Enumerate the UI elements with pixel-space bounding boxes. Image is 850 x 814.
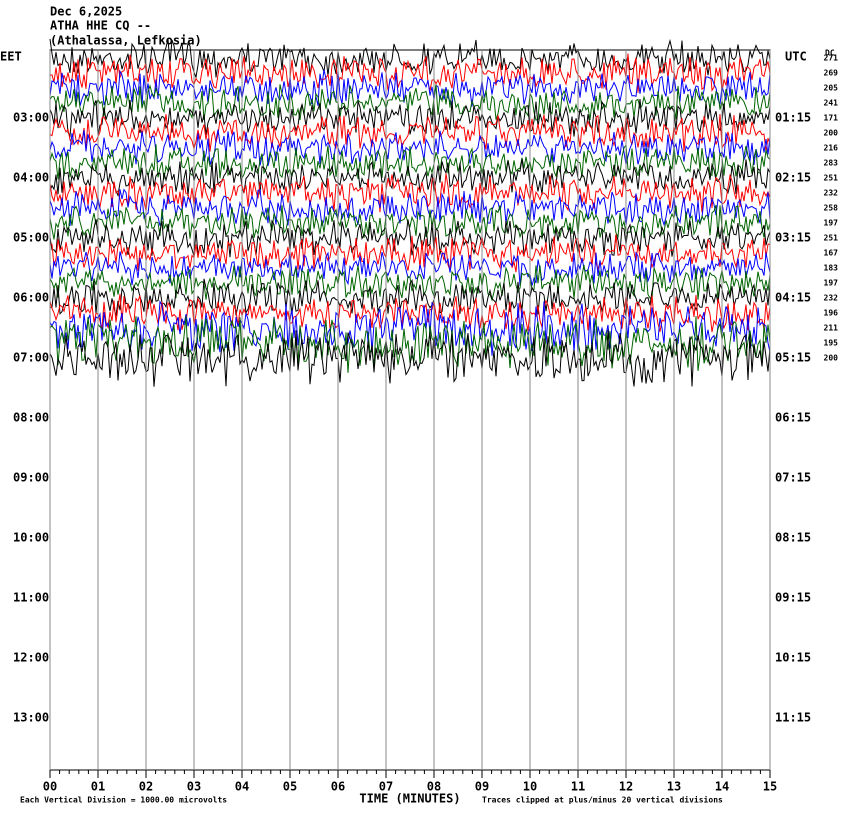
- right-time-label: 03:15: [775, 231, 811, 245]
- left-time-label: 06:00: [13, 291, 49, 305]
- right-time-label: 10:15: [775, 651, 811, 665]
- title-line: Dec 6,2025: [50, 5, 122, 19]
- dc-value: 232: [824, 189, 839, 198]
- dc-value: 271: [824, 54, 839, 63]
- left-time-label: 09:00: [13, 471, 49, 485]
- right-time-label: 11:15: [775, 711, 811, 725]
- right-axis-label: UTC: [785, 50, 807, 64]
- scale-note: Each Vertical Division = 1000.00 microvo…: [20, 795, 227, 805]
- dc-value: 283: [824, 159, 839, 168]
- x-tick-label: 03: [187, 780, 201, 794]
- x-tick-label: 02: [139, 780, 153, 794]
- dc-value: 269: [824, 69, 839, 78]
- trace: [49, 69, 771, 107]
- left-axis-label: EET: [0, 50, 22, 64]
- trace: [50, 234, 771, 273]
- title-line: ATHA HHE CQ --: [50, 19, 151, 33]
- dc-value: 200: [824, 354, 839, 363]
- trace: [49, 293, 771, 333]
- left-time-label: 11:00: [13, 591, 49, 605]
- dc-value: 251: [824, 174, 839, 183]
- dc-value: 251: [824, 234, 839, 243]
- x-tick-label: 00: [43, 780, 57, 794]
- x-axis-label: TIME (MINUTES): [359, 792, 460, 806]
- dc-value: 197: [824, 219, 839, 228]
- dc-value: 232: [824, 294, 839, 303]
- right-time-label: 05:15: [775, 351, 811, 365]
- traces: [49, 38, 771, 387]
- dc-value: 211: [824, 324, 839, 333]
- dc-value: 196: [824, 309, 839, 318]
- trace: [49, 98, 771, 138]
- x-tick-label: 08: [427, 780, 441, 794]
- x-tick-label: 06: [331, 780, 345, 794]
- title-line: (Athalassa, Lefkosia): [50, 34, 202, 48]
- right-time-label: 09:15: [775, 591, 811, 605]
- x-tick-label: 07: [379, 780, 393, 794]
- trace: [49, 219, 771, 258]
- clip-note: Traces clipped at plus/minus 20 vertical…: [482, 795, 723, 805]
- dc-value: 241: [824, 99, 839, 108]
- left-time-label: 10:00: [13, 531, 49, 545]
- dc-value: 171: [824, 114, 839, 123]
- right-time-label: 07:15: [775, 471, 811, 485]
- dc-value: 216: [824, 144, 839, 153]
- dc-value: 258: [824, 204, 839, 213]
- left-time-label: 13:00: [13, 711, 49, 725]
- trace: [49, 173, 771, 213]
- trace: [49, 188, 771, 227]
- left-time-label: 03:00: [13, 111, 49, 125]
- dc-value: 167: [824, 249, 839, 258]
- left-time-label: 08:00: [13, 411, 49, 425]
- dc-value: 197: [824, 279, 839, 288]
- trace: [49, 329, 771, 387]
- x-tick-label: 13: [667, 780, 681, 794]
- right-time-label: 08:15: [775, 531, 811, 545]
- trace: [49, 299, 771, 356]
- trace: [49, 158, 771, 197]
- x-tick-label: 09: [475, 780, 489, 794]
- x-tick-label: 04: [235, 780, 249, 794]
- dc-value: 205: [824, 84, 839, 93]
- x-tick-label: 05: [283, 780, 297, 794]
- x-tick-label: 10: [523, 780, 537, 794]
- trace: [49, 114, 771, 152]
- left-time-label: 05:00: [13, 231, 49, 245]
- right-time-label: 04:15: [775, 291, 811, 305]
- trace: [49, 53, 771, 93]
- right-time-label: 06:15: [775, 411, 811, 425]
- dc-label: DC: [825, 49, 835, 58]
- left-time-label: 04:00: [13, 171, 49, 185]
- x-tick-label: 15: [763, 780, 777, 794]
- x-tick-label: 01: [91, 780, 105, 794]
- x-tick-label: 14: [715, 780, 729, 794]
- dc-value: 183: [824, 264, 839, 273]
- left-time-label: 12:00: [13, 651, 49, 665]
- trace: [49, 264, 771, 302]
- trace: [49, 84, 771, 121]
- dc-value: 200: [824, 129, 839, 138]
- x-tick-label: 12: [619, 780, 633, 794]
- right-time-label: 01:15: [775, 111, 811, 125]
- x-tick-label: 11: [571, 780, 585, 794]
- dc-value: 195: [824, 339, 839, 348]
- trace: [49, 143, 771, 180]
- right-time-label: 02:15: [775, 171, 811, 185]
- left-time-label: 07:00: [13, 351, 49, 365]
